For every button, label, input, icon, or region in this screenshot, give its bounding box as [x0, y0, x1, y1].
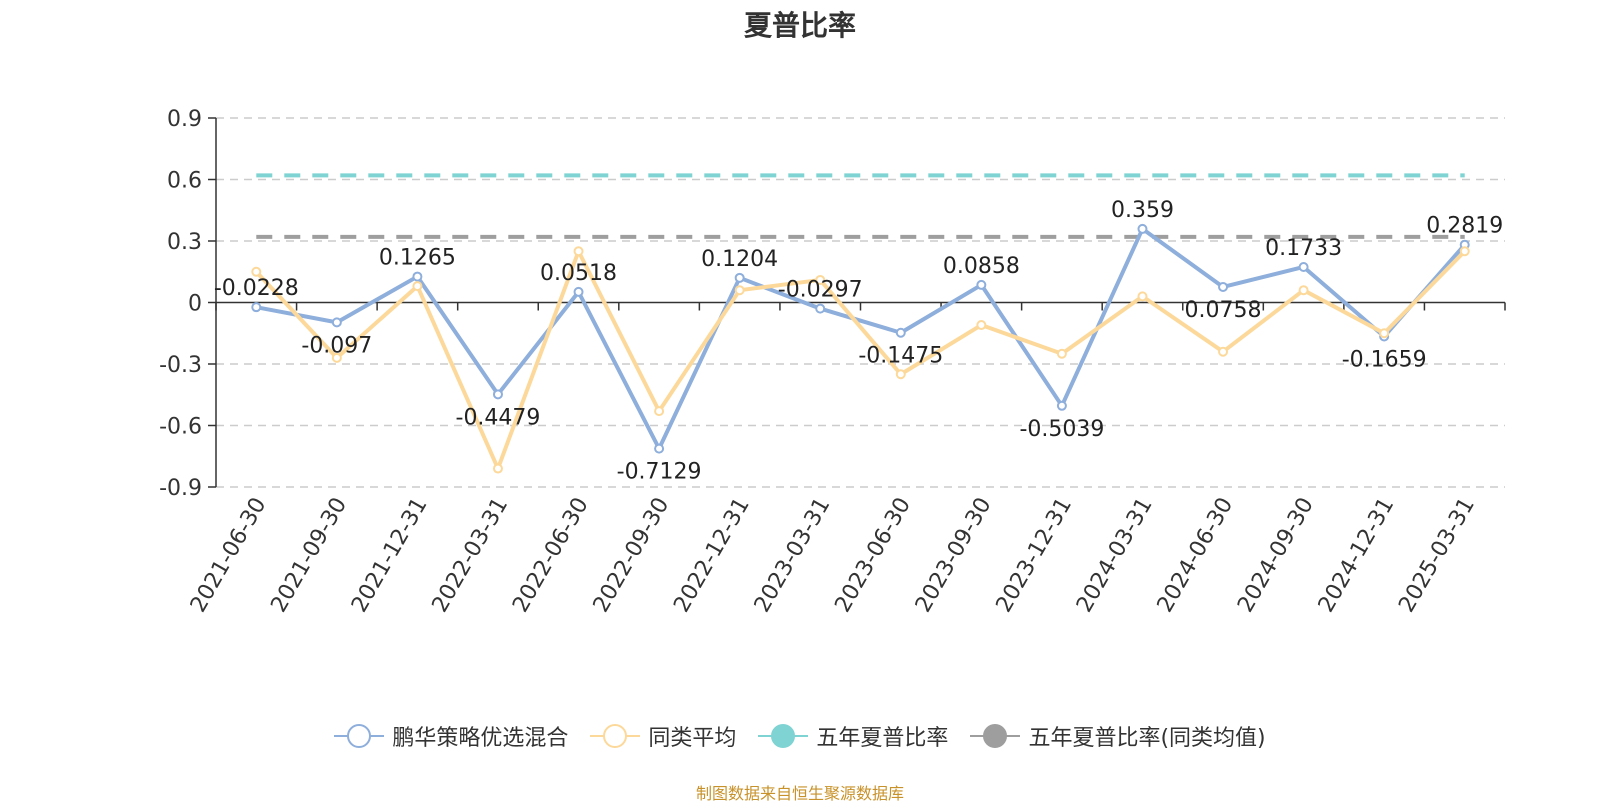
data-point [895, 327, 906, 338]
data-label: 0.2819 [1426, 214, 1503, 239]
data-label: -0.7129 [617, 460, 702, 485]
axes: 0.9 0.6 0.3 0 -0.3 -0.6 -0.92021-06-302021-09-… [159, 107, 1506, 617]
data-label: 0.1733 [1265, 236, 1342, 261]
legend-marker [603, 724, 628, 748]
x-tick-label: 2021-06-30 [186, 494, 272, 617]
legend-symbol-icon [590, 724, 641, 748]
data-point [1459, 246, 1470, 257]
y-tick-label: 0 [188, 292, 202, 317]
data-point [251, 266, 262, 277]
data-point [412, 281, 423, 292]
x-tick-label: 2023-12-31 [992, 494, 1078, 617]
data-point [1137, 223, 1148, 234]
legend-label: 五年夏普比率 [816, 726, 949, 751]
y-tick-label: -0.6 [159, 415, 202, 440]
legend-symbol-icon [334, 724, 385, 748]
y-tick-label: 0.3 [167, 230, 202, 255]
x-tick-label: 2023-09-30 [911, 494, 997, 617]
x-tick-label: 2024-03-31 [1072, 494, 1158, 617]
data-point [1218, 281, 1229, 292]
x-tick-label: 2022-12-31 [669, 494, 755, 617]
data-point [573, 286, 584, 297]
legend-marker [983, 724, 1008, 748]
x-tick-label: 2022-03-31 [428, 494, 514, 617]
data-label: -0.1659 [1342, 348, 1427, 373]
legend-label: 鹏华策略优选混合 [392, 726, 569, 751]
data-label: -0.5039 [1019, 417, 1104, 442]
data-point [976, 320, 987, 331]
data-point [976, 279, 987, 290]
series-line [254, 249, 1467, 471]
data-label: -0.0297 [778, 278, 863, 303]
x-tick-label: 2023-03-31 [750, 494, 836, 617]
x-tick-label: 2024-06-30 [1153, 494, 1239, 617]
reference-lines [256, 173, 1465, 239]
data-point [1379, 328, 1390, 339]
x-tick-label: 2023-06-30 [830, 494, 916, 617]
data-point [573, 246, 584, 257]
data-label: 0.359 [1111, 198, 1174, 223]
data-point [1298, 261, 1309, 272]
data-point [815, 303, 826, 314]
data-point [1056, 348, 1067, 359]
data-point [1137, 291, 1148, 302]
legend-label: 同类平均 [648, 726, 737, 751]
gridlines [216, 117, 1505, 488]
data-point [492, 463, 503, 474]
data-point [251, 302, 262, 313]
data-label: 0.1265 [379, 246, 456, 271]
data-label: -0.097 [301, 333, 372, 358]
source-note: 制图数据来自恒生聚源数据库 [695, 784, 904, 803]
y-tick-label: -0.9 [159, 476, 202, 501]
data-label: 0.0858 [943, 254, 1020, 279]
data-label: -0.0228 [214, 276, 299, 301]
series-lines [251, 223, 1470, 474]
data-label: 0.0518 [540, 261, 617, 286]
legend-symbol-icon [970, 724, 1021, 748]
legend-item[interactable]: 同类平均 [590, 720, 736, 752]
data-labels: -0.0228 -0.097 0.1265 -0.4479 0.0518 -0.7129 0… [214, 198, 1503, 485]
data-point [654, 406, 665, 417]
legend-item[interactable]: 五年夏普比率 [758, 720, 948, 752]
x-tick-label: 2021-12-31 [347, 494, 433, 617]
data-label: 0.1204 [701, 247, 778, 272]
data-point [734, 272, 745, 283]
legend-label: 五年夏普比率(同类均值) [1028, 726, 1266, 751]
data-label: 0.0758 [1185, 298, 1262, 323]
legend-item[interactable]: 五年夏普比率(同类均值) [970, 720, 1266, 752]
legend-marker [771, 724, 796, 748]
x-tick-label: 2024-09-30 [1233, 494, 1319, 617]
data-point [492, 389, 503, 400]
x-tick-label: 2025-03-31 [1394, 494, 1480, 617]
x-tick-label: 2022-06-30 [508, 494, 594, 617]
x-tick-label: 2024-12-31 [1314, 494, 1400, 617]
legend-symbol-icon [758, 724, 809, 748]
data-point [1218, 346, 1229, 357]
series-line [255, 226, 1467, 451]
chart-title: 夏普比率 [743, 9, 856, 42]
data-point [734, 285, 745, 296]
data-point [654, 443, 665, 454]
legend-marker [347, 724, 372, 748]
data-point [1056, 400, 1067, 411]
y-tick-label: -0.3 [159, 353, 202, 378]
legend: 鹏华策略优选混合 同类平均 五年夏普比率 五年夏普比率(同类均值) [0, 720, 1600, 752]
data-point [895, 369, 906, 380]
data-point [331, 317, 342, 328]
data-label: -0.1475 [858, 344, 943, 369]
data-point [815, 274, 826, 285]
x-tick-label: 2021-09-30 [266, 494, 352, 617]
legend-item[interactable]: 鹏华策略优选混合 [334, 720, 568, 752]
y-tick-label: 0.6 [167, 169, 202, 194]
data-point [1298, 285, 1309, 296]
y-tick-label: 0.9 [167, 107, 202, 132]
x-tick-label: 2022-09-30 [589, 494, 675, 617]
data-label: -0.4479 [456, 405, 541, 430]
data-point [412, 271, 423, 282]
data-point [331, 352, 342, 363]
